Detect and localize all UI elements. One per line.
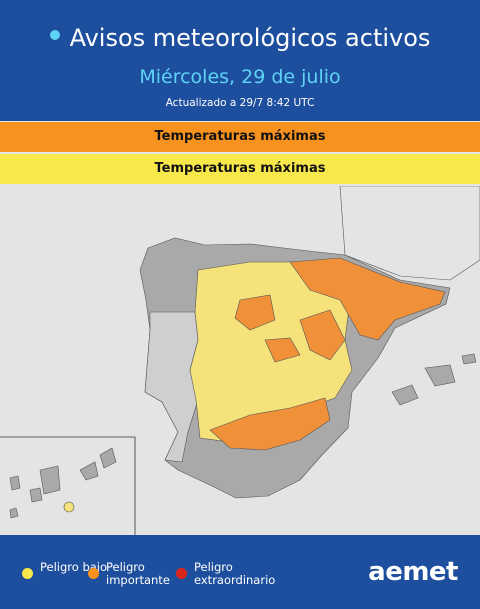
high-danger <box>209 294 346 451</box>
map <box>0 186 480 535</box>
canary-warning <box>63 501 75 513</box>
header: Avisos meteorológicos activos Miércoles,… <box>0 0 480 121</box>
legend-swatch <box>176 568 187 579</box>
balearics <box>391 353 477 406</box>
updated: Actualizado a 29/7 8:42 UTC <box>165 97 315 109</box>
legend-swatch <box>22 568 33 579</box>
legend-label: Peligro extraordinario <box>194 560 276 587</box>
date: Miércoles, 29 de julio <box>139 66 341 88</box>
legend-item: Peligro extraordinario <box>176 560 276 587</box>
high-danger <box>289 257 446 341</box>
title-text: Avisos meteorológicos activos <box>69 24 431 52</box>
inset-frame <box>0 436 136 535</box>
title: Avisos meteorológicos activos <box>0 24 480 52</box>
dot <box>49 30 60 40</box>
legend-item: Peligro importante <box>88 561 184 587</box>
warning-band: Temperaturas máximas <box>0 122 480 152</box>
warning-band: Temperaturas máximas <box>0 154 480 184</box>
footer: Peligro bajo Peligro importante Peligro … <box>0 535 480 609</box>
legend-swatch <box>88 568 99 579</box>
canaries <box>9 447 117 519</box>
logo: aemet <box>368 557 458 587</box>
legend-label: Peligro importante <box>106 560 170 587</box>
